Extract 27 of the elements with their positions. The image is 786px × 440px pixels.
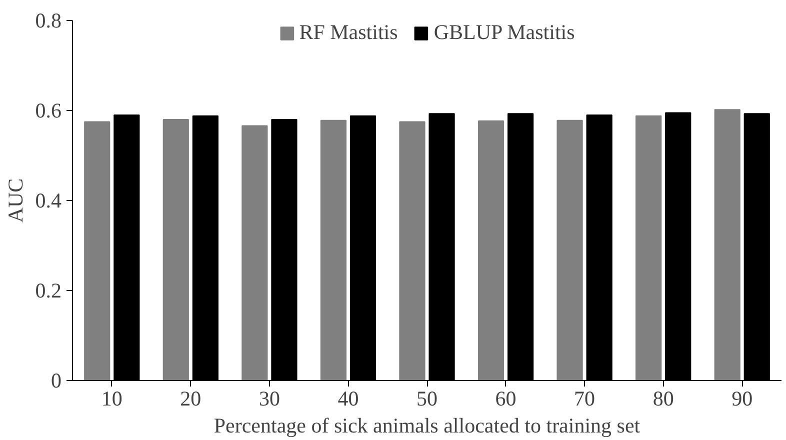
bar: [242, 125, 268, 380]
x-tick-label: 80: [652, 386, 674, 410]
x-tick-label: 10: [101, 386, 122, 410]
x-tick-label: 40: [338, 386, 359, 410]
bar: [84, 121, 110, 380]
x-tick-label: 50: [416, 386, 438, 410]
x-tick-label: 30: [258, 386, 280, 410]
y-tick-label: 0.2: [35, 278, 62, 302]
y-tick-label: 0.6: [35, 98, 62, 122]
bar: [162, 119, 189, 380]
x-tick-label: 90: [732, 386, 753, 410]
y-axis-title: AUC: [3, 178, 28, 223]
x-tick-label: 60: [495, 386, 516, 410]
x-tick-label: 70: [574, 386, 596, 410]
legend-label: GBLUP Mastitis: [434, 20, 575, 45]
legend-label: RF Mastitis: [299, 20, 398, 45]
bar: [636, 115, 662, 380]
x-tick-label: 20: [180, 386, 202, 410]
bar: [478, 120, 504, 380]
y-tick-label: 0.8: [35, 8, 62, 32]
bar: [556, 120, 583, 380]
x-axis-title: Percentage of sick animals allocated to training set: [214, 414, 640, 438]
y-tick-label: 0.4: [35, 188, 62, 212]
bar: [714, 109, 740, 380]
bar: [320, 120, 347, 380]
bar: [399, 121, 426, 380]
y-tick-label: 0: [51, 368, 62, 392]
